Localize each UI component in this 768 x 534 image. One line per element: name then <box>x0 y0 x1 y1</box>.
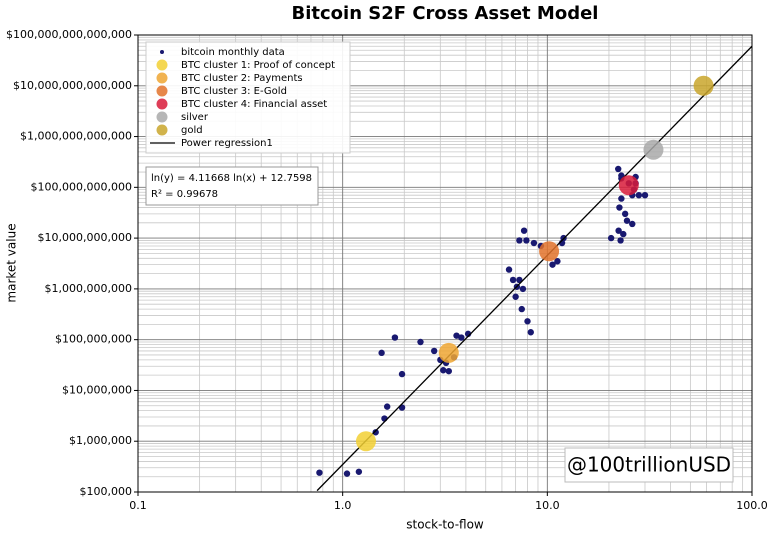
data-point <box>607 234 615 242</box>
x-tick-label: 10.0 <box>535 499 560 512</box>
x-tick-label: 100.0 <box>736 499 768 512</box>
x-tick-label: 0.1 <box>129 499 147 512</box>
data-point <box>615 165 622 173</box>
y-tick-label: $1,000,000 <box>69 434 132 447</box>
data-point <box>635 191 643 199</box>
data-point <box>621 210 629 218</box>
data-point <box>527 329 534 336</box>
data-point <box>343 470 351 477</box>
y-tick-label: $10,000,000 <box>62 383 132 396</box>
chart-title: Bitcoin S2F Cross Asset Model <box>292 3 599 24</box>
data-point <box>381 415 388 422</box>
data-point <box>617 237 624 244</box>
annotation-box <box>145 166 319 206</box>
plot-frame <box>137 34 753 493</box>
legend-key <box>156 98 168 110</box>
data-point <box>445 367 452 375</box>
data-point <box>641 191 649 199</box>
cluster-point <box>539 241 560 262</box>
data-point <box>520 227 528 234</box>
regression-line <box>316 45 753 492</box>
legend-label: gold <box>181 125 203 136</box>
legend-label: BTC cluster 3: E-Gold <box>181 86 287 97</box>
legend: bitcoin monthly data BTC cluster 1: Proof… <box>145 41 351 154</box>
data-point <box>620 230 627 238</box>
data-point <box>372 429 379 436</box>
y-tick-label: $100,000 <box>80 485 133 498</box>
data-point <box>391 334 399 341</box>
data-point <box>554 258 561 265</box>
data-point <box>458 334 465 341</box>
data-point <box>615 227 622 234</box>
watermark-text: @100trillionUSD <box>567 453 731 477</box>
data-point <box>623 217 631 224</box>
data-point <box>518 305 525 313</box>
cluster-point <box>438 342 459 363</box>
legend-key <box>156 124 168 136</box>
data-point <box>316 469 323 476</box>
y-axis-label: market value <box>5 223 19 302</box>
data-point <box>383 403 391 410</box>
legend-label: bitcoin monthly data <box>181 47 285 58</box>
data-point <box>629 220 636 228</box>
annotation: ln(y) = 4.11668 ln(x) + 12.7598 <box>151 173 312 184</box>
legend-key <box>156 59 168 71</box>
legend-label: BTC cluster 4: Financial asset <box>181 99 327 110</box>
data-point <box>549 261 556 268</box>
data-point <box>530 239 538 247</box>
x-tick-label: 1.0 <box>334 499 352 512</box>
annotation: R² = 0.99678 <box>151 189 218 200</box>
data-point <box>524 318 531 325</box>
cluster-point <box>618 175 639 196</box>
y-tick-label: $10,000,000,000,000 <box>13 79 132 92</box>
data-point <box>616 204 623 211</box>
data-point <box>417 338 424 346</box>
y-tick-label: $1,000,000,000 <box>45 282 132 295</box>
legend-label: BTC cluster 1: Proof of concept <box>181 60 335 71</box>
data-point <box>523 237 530 244</box>
cluster-point <box>693 75 714 96</box>
cluster-point <box>643 139 664 160</box>
data-point <box>516 237 523 244</box>
watermark: @100trillionUSD <box>564 447 734 483</box>
cluster-point <box>355 431 376 452</box>
y-tick-label: $100,000,000,000 <box>31 180 132 193</box>
legend-label: silver <box>181 112 209 123</box>
data-point <box>355 468 363 475</box>
data-point <box>512 293 519 300</box>
data-point <box>398 370 406 378</box>
data-point <box>440 367 447 374</box>
data-point <box>509 276 517 284</box>
data-point <box>430 347 438 355</box>
legend-box <box>145 41 351 154</box>
data-point <box>378 349 385 357</box>
watermark-box <box>564 447 734 483</box>
y-tick-label: $10,000,000,000 <box>38 231 132 244</box>
y-tick-label: $100,000,000 <box>55 333 132 346</box>
legend-key <box>156 111 168 123</box>
y-tick-label: $1,000,000,000,000 <box>20 130 132 143</box>
x-axis-label: stock-to-flow <box>406 518 484 532</box>
data-point <box>519 285 527 293</box>
data-point <box>505 266 513 273</box>
data-point <box>453 332 460 339</box>
equation-box: ln(y) = 4.11668 ln(x) + 12.7598 R² = 0.9… <box>145 166 319 206</box>
legend-key <box>160 50 164 54</box>
legend-label: BTC cluster 2: Payments <box>181 73 303 84</box>
legend-label: Power regression1 <box>181 138 273 149</box>
legend-key <box>156 72 168 84</box>
data-point <box>618 195 625 202</box>
y-tick-label: $100,000,000,000,000 <box>6 28 132 41</box>
legend-key <box>156 85 168 97</box>
plot <box>316 45 753 492</box>
